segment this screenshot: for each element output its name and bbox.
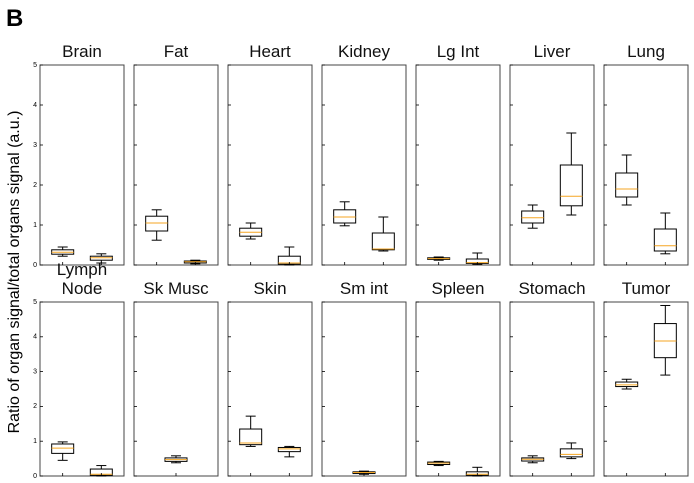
plot-frame bbox=[415, 64, 501, 266]
box bbox=[145, 215, 169, 232]
y-tick-label: 5 bbox=[33, 299, 37, 306]
panel-label: B bbox=[6, 5, 23, 32]
panel-title: Heart bbox=[249, 42, 291, 61]
y-tick-label: 1 bbox=[33, 438, 37, 445]
plot-frame bbox=[39, 64, 125, 266]
box bbox=[615, 172, 639, 198]
panel-title: Lg Int bbox=[436, 42, 480, 61]
panel-title: Stomach bbox=[518, 279, 586, 298]
plot-frame bbox=[39, 301, 125, 477]
plot-frame bbox=[133, 64, 219, 266]
panel-title: Liver bbox=[533, 42, 571, 61]
plot-frame bbox=[227, 64, 313, 266]
box bbox=[559, 164, 583, 207]
panel-title: Fat bbox=[163, 42, 189, 61]
box bbox=[51, 443, 75, 454]
y-tick-label: 3 bbox=[33, 142, 37, 149]
panel-title: Sk Musc bbox=[143, 279, 209, 298]
box bbox=[615, 381, 639, 388]
box bbox=[239, 428, 263, 446]
panel-title: Skin bbox=[253, 279, 287, 298]
y-tick-label: 2 bbox=[33, 403, 37, 410]
y-tick-label: 3 bbox=[33, 368, 37, 375]
panel-title: Spleen bbox=[431, 279, 485, 298]
y-tick-label: 5 bbox=[33, 62, 37, 69]
y-tick-label: 4 bbox=[33, 102, 37, 109]
plot-frame bbox=[509, 64, 595, 266]
panel-title: Sm int bbox=[339, 279, 389, 298]
plot-frame bbox=[321, 64, 407, 266]
plot-frame bbox=[227, 301, 313, 477]
plot-frame bbox=[603, 301, 689, 477]
plot-frame bbox=[603, 64, 689, 266]
panel-title: Lung bbox=[627, 42, 665, 61]
y-tick-label: 4 bbox=[33, 334, 37, 341]
panel-title: Kidney bbox=[338, 42, 390, 61]
box bbox=[559, 448, 583, 458]
plot-frame bbox=[509, 301, 595, 477]
y-tick-label: 2 bbox=[33, 182, 37, 189]
box bbox=[371, 232, 395, 251]
y-tick-label: 1 bbox=[33, 222, 37, 229]
panel-title: Tumor bbox=[621, 279, 671, 298]
plot-frame bbox=[321, 301, 407, 477]
plot-frame bbox=[415, 301, 501, 477]
panel-title: Lymph Node bbox=[56, 260, 108, 298]
plot-frame bbox=[133, 301, 219, 477]
panel-title: Brain bbox=[62, 42, 102, 61]
box bbox=[333, 209, 357, 224]
y-tick-label: 0 bbox=[33, 262, 37, 269]
y-tick-label: 0 bbox=[33, 473, 37, 480]
box bbox=[521, 210, 545, 224]
box bbox=[653, 228, 677, 252]
y-axis-label: Ratio of organ signal/total organs signa… bbox=[6, 111, 23, 434]
box bbox=[277, 446, 301, 453]
